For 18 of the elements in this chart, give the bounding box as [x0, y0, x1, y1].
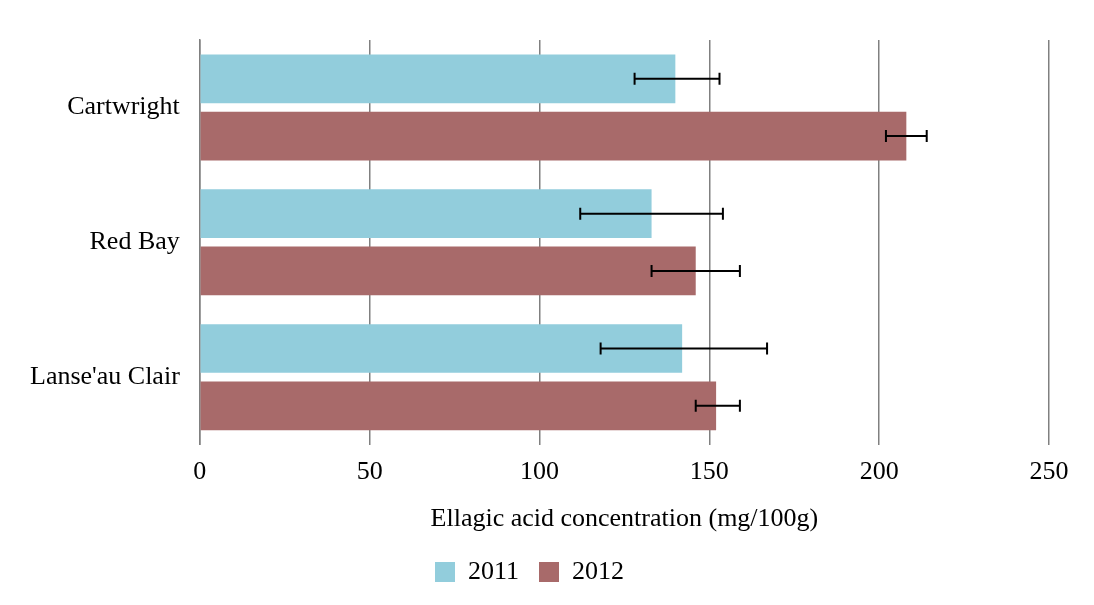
x-tick-label: 100 — [519, 456, 559, 486]
bar — [200, 189, 652, 238]
bar — [200, 381, 717, 431]
bar — [200, 246, 696, 296]
x-tick-label: 250 — [1029, 456, 1069, 486]
y-tick-label: Cartwright — [67, 91, 181, 121]
legend-label: 2012 — [572, 555, 625, 585]
x-tick-label: 150 — [689, 456, 729, 486]
x-tick-label: 50 — [356, 456, 383, 486]
y-tick-label: Red Bay — [89, 226, 180, 256]
x-axis-title: Ellagic acid concentration (mg/100g) — [430, 503, 819, 533]
bar — [200, 54, 676, 104]
y-tick-label: Lanse'au Clair — [30, 360, 181, 390]
x-tick-label: 200 — [859, 456, 899, 486]
bar — [200, 111, 907, 161]
x-tick-label: 0 — [193, 456, 207, 486]
bar — [200, 324, 683, 373]
legend-label: 2011 — [467, 555, 520, 585]
